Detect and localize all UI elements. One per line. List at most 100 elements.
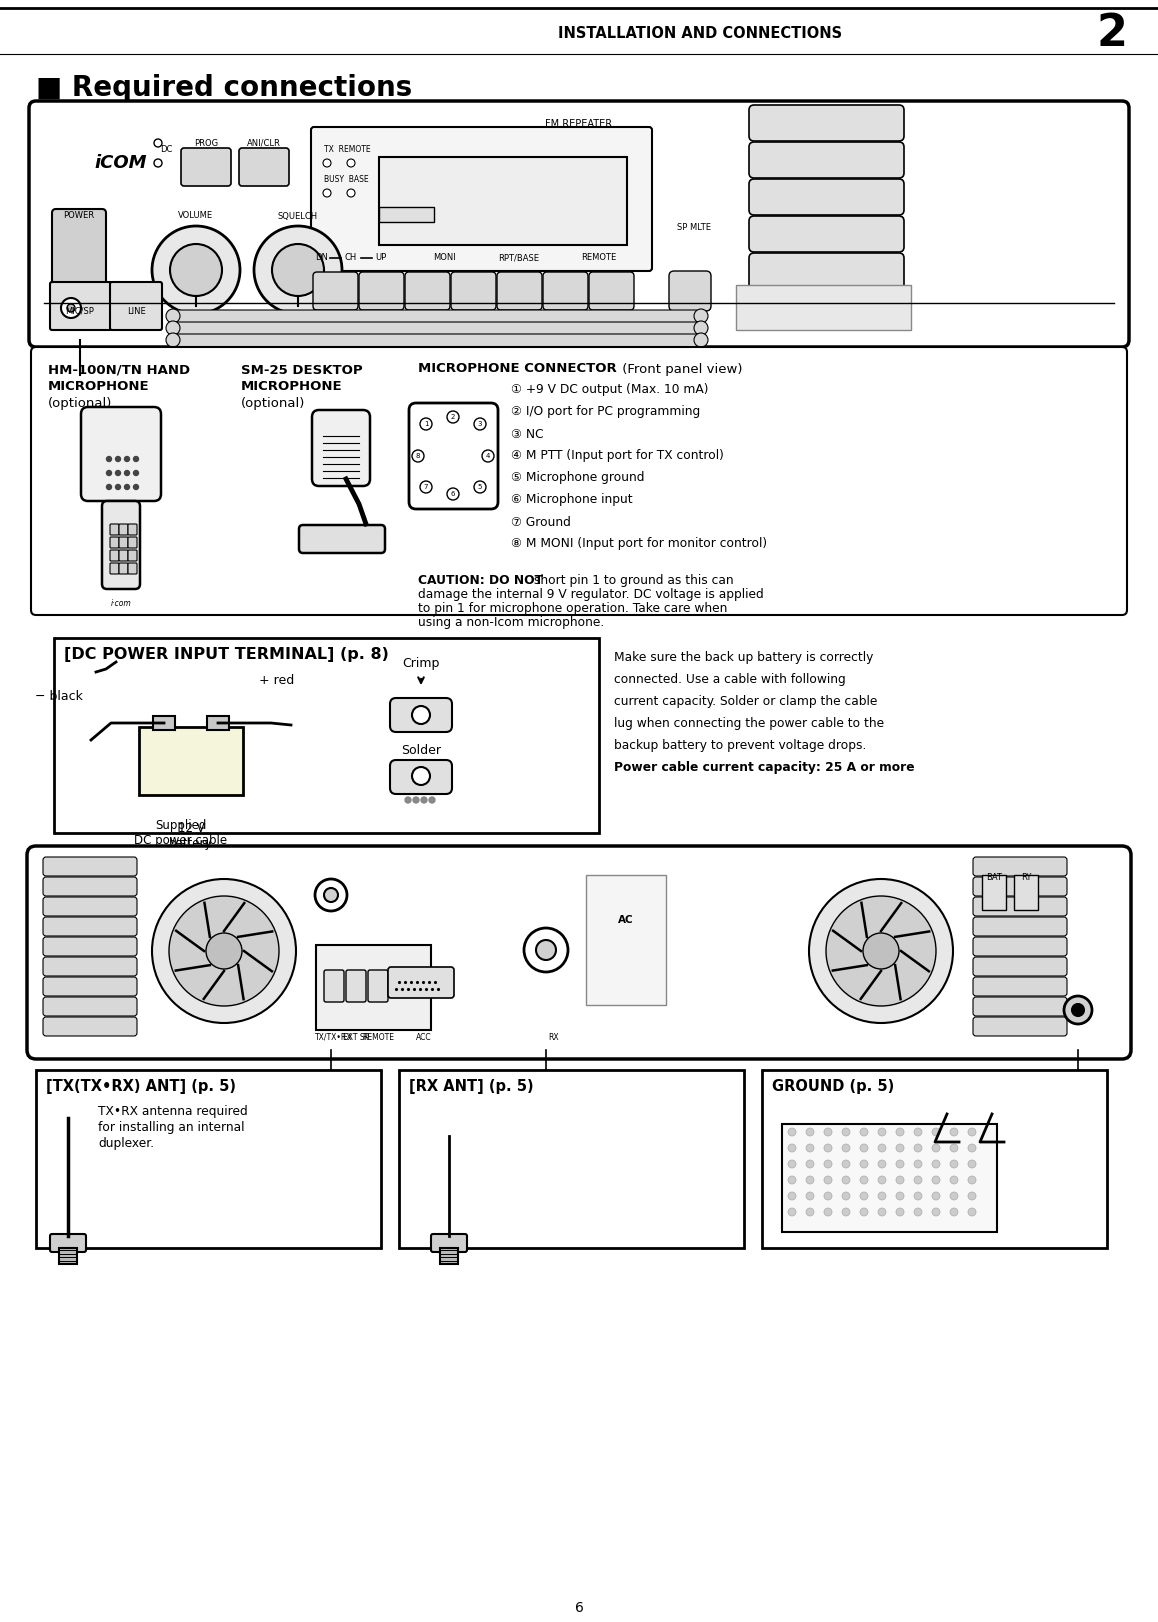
Circle shape (860, 1127, 868, 1135)
Text: MICROPHONE CONNECTOR: MICROPHONE CONNECTOR (418, 362, 617, 376)
Text: ⑦ Ground: ⑦ Ground (511, 516, 571, 529)
Text: ■ Required connections: ■ Required connections (36, 75, 412, 102)
FancyBboxPatch shape (43, 1017, 137, 1036)
FancyBboxPatch shape (973, 897, 1067, 916)
Text: ③ NC: ③ NC (511, 428, 543, 441)
Circle shape (254, 225, 342, 315)
Circle shape (694, 321, 708, 336)
Circle shape (950, 1176, 958, 1184)
Circle shape (914, 1144, 922, 1152)
Circle shape (206, 933, 242, 968)
Circle shape (968, 1160, 976, 1168)
Text: CAUTION: DO NOT: CAUTION: DO NOT (418, 574, 543, 587)
Circle shape (809, 879, 953, 1023)
Circle shape (133, 456, 139, 462)
Text: − black: − black (35, 689, 83, 702)
Circle shape (413, 796, 419, 803)
FancyBboxPatch shape (669, 271, 711, 311)
Circle shape (347, 159, 356, 167)
Text: ⑧ M MONI (Input port for monitor control): ⑧ M MONI (Input port for monitor control… (511, 537, 767, 550)
Circle shape (878, 1176, 886, 1184)
Text: Solder: Solder (401, 743, 441, 756)
Text: 7: 7 (424, 483, 428, 490)
Text: 12 V
battery: 12 V battery (169, 822, 213, 850)
FancyBboxPatch shape (43, 957, 137, 976)
Text: MIC/SP: MIC/SP (66, 307, 95, 316)
Circle shape (842, 1192, 850, 1200)
FancyBboxPatch shape (973, 938, 1067, 955)
Circle shape (860, 1160, 868, 1168)
Circle shape (968, 1127, 976, 1135)
Circle shape (420, 482, 432, 493)
Circle shape (932, 1144, 940, 1152)
FancyBboxPatch shape (312, 127, 652, 271)
Text: 2: 2 (1097, 13, 1128, 55)
Text: 6: 6 (450, 491, 455, 496)
Text: ANI/CLR: ANI/CLR (247, 138, 281, 148)
Circle shape (842, 1176, 850, 1184)
Text: Crimp: Crimp (402, 657, 440, 670)
Circle shape (824, 1208, 831, 1216)
Text: HM-100N/TN HAND: HM-100N/TN HAND (47, 363, 190, 376)
FancyBboxPatch shape (50, 282, 112, 329)
Text: BAT: BAT (985, 873, 1002, 881)
Circle shape (154, 139, 162, 148)
Circle shape (116, 470, 120, 475)
FancyBboxPatch shape (173, 334, 699, 347)
Circle shape (932, 1127, 940, 1135)
Text: REMOTE: REMOTE (362, 1033, 394, 1041)
Circle shape (1064, 996, 1092, 1023)
FancyBboxPatch shape (543, 272, 588, 310)
Text: connected. Use a cable with following: connected. Use a cable with following (614, 673, 845, 686)
FancyBboxPatch shape (313, 272, 358, 310)
FancyBboxPatch shape (129, 550, 137, 561)
Text: AC: AC (618, 915, 633, 925)
Circle shape (61, 298, 81, 318)
Circle shape (107, 470, 111, 475)
Text: to pin 1 for microphone operation. Take care when: to pin 1 for microphone operation. Take … (418, 602, 727, 615)
Text: FM REPEATER: FM REPEATER (545, 118, 613, 130)
FancyBboxPatch shape (239, 148, 290, 187)
Circle shape (914, 1176, 922, 1184)
Text: Power cable current capacity: 25 A or more: Power cable current capacity: 25 A or mo… (614, 761, 915, 774)
Text: DN: DN (316, 253, 329, 263)
Text: damage the internal 9 V regulator. DC voltage is applied: damage the internal 9 V regulator. DC vo… (418, 589, 764, 602)
Text: ACC: ACC (416, 1033, 432, 1041)
Circle shape (914, 1160, 922, 1168)
Circle shape (806, 1176, 814, 1184)
Text: DC: DC (160, 146, 173, 154)
Text: backup battery to prevent voltage drops.: backup battery to prevent voltage drops. (614, 740, 866, 753)
Circle shape (824, 1160, 831, 1168)
Circle shape (474, 418, 486, 430)
Text: REMOTE: REMOTE (581, 253, 616, 263)
FancyBboxPatch shape (110, 282, 162, 329)
FancyBboxPatch shape (749, 178, 904, 216)
FancyBboxPatch shape (312, 410, 371, 487)
FancyBboxPatch shape (129, 524, 137, 535)
Text: PROG: PROG (193, 138, 218, 148)
Text: 8: 8 (416, 453, 420, 459)
Circle shape (968, 1192, 976, 1200)
FancyBboxPatch shape (31, 347, 1127, 615)
Circle shape (932, 1208, 940, 1216)
Circle shape (125, 470, 130, 475)
Bar (736, 285, 911, 329)
FancyBboxPatch shape (43, 878, 137, 895)
Text: (Front panel view): (Front panel view) (618, 362, 742, 376)
Text: TX  REMOTE: TX REMOTE (324, 146, 371, 154)
Circle shape (323, 159, 331, 167)
FancyBboxPatch shape (50, 1234, 86, 1252)
FancyBboxPatch shape (43, 938, 137, 955)
Text: MONI: MONI (433, 253, 455, 263)
Circle shape (896, 1160, 904, 1168)
FancyBboxPatch shape (299, 526, 384, 553)
Circle shape (107, 485, 111, 490)
Bar (440, 1247, 459, 1264)
FancyBboxPatch shape (431, 1234, 467, 1252)
Bar (316, 946, 431, 1030)
FancyBboxPatch shape (497, 272, 542, 310)
Text: 6: 6 (574, 1601, 584, 1616)
Text: 3: 3 (478, 422, 482, 427)
FancyBboxPatch shape (43, 916, 137, 936)
Circle shape (67, 303, 75, 311)
